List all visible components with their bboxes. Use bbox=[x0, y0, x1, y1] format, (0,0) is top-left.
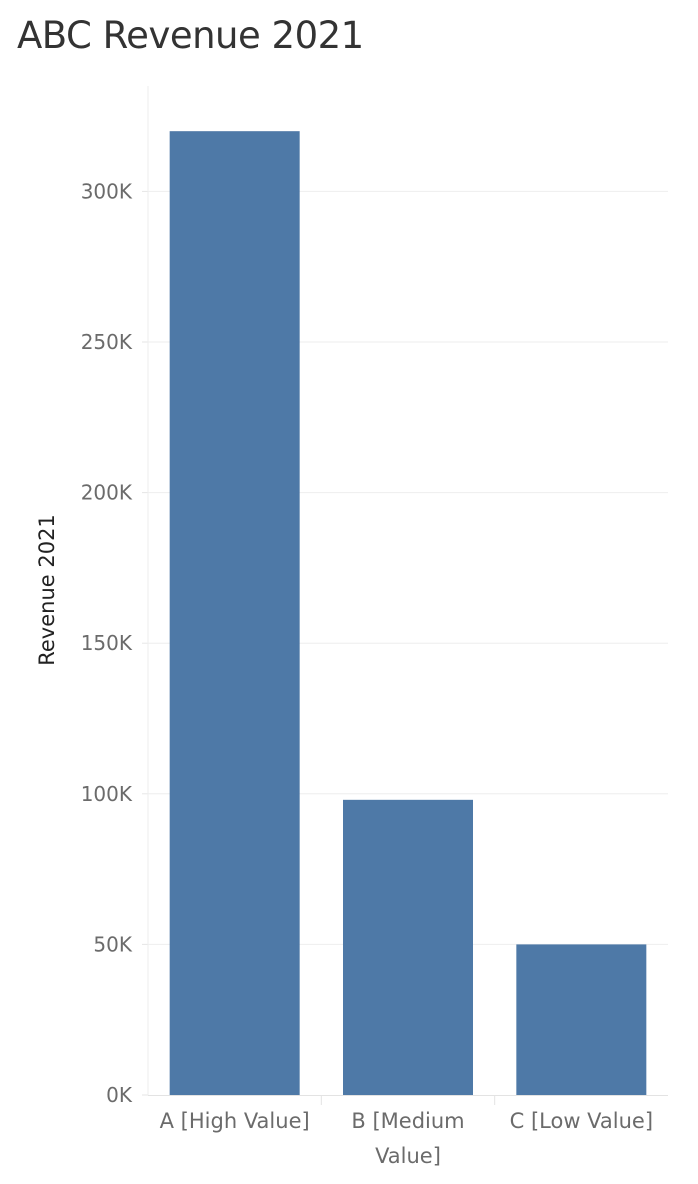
bar bbox=[516, 944, 647, 1095]
x-category-label: Value] bbox=[375, 1144, 441, 1168]
y-tick-label: 0K bbox=[106, 1083, 133, 1107]
y-tick-label: 300K bbox=[81, 179, 133, 203]
y-tick-label: 100K bbox=[81, 782, 133, 806]
chart-title: ABC Revenue 2021 bbox=[17, 14, 364, 57]
y-tick-labels: 0K 50K 100K 150K 200K 250K 300K bbox=[81, 179, 133, 1107]
axes bbox=[142, 86, 668, 1105]
y-tick-label: 200K bbox=[81, 481, 133, 505]
y-tick-label: 150K bbox=[81, 631, 133, 655]
y-axis-title: Revenue 2021 bbox=[35, 514, 59, 666]
bars bbox=[169, 131, 647, 1096]
x-category-label: B [Medium bbox=[351, 1109, 464, 1133]
bar bbox=[343, 799, 473, 1095]
bar bbox=[169, 131, 300, 1096]
y-tick-label: 50K bbox=[93, 932, 132, 956]
x-category-labels: A [High Value] B [Medium Value] C [Low Valu… bbox=[160, 1109, 653, 1168]
x-category-label: C [Low Value] bbox=[510, 1109, 653, 1133]
x-category-label: A [High Value] bbox=[160, 1109, 310, 1133]
y-tick-label: 250K bbox=[81, 330, 133, 354]
